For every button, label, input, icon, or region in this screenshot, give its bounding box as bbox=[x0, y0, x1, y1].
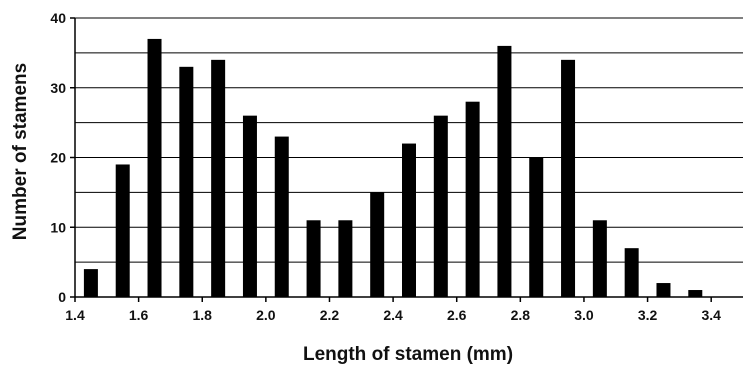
x-tick-label: 2.6 bbox=[447, 307, 467, 323]
bar bbox=[592, 220, 607, 297]
bar bbox=[83, 269, 98, 297]
bar bbox=[338, 220, 353, 297]
bar bbox=[211, 59, 226, 297]
y-tick-label: 10 bbox=[50, 219, 66, 235]
bar bbox=[147, 38, 162, 298]
x-tick-label: 1.6 bbox=[129, 307, 149, 323]
bar bbox=[370, 192, 385, 297]
bar bbox=[274, 136, 289, 297]
bar bbox=[497, 45, 512, 298]
bar bbox=[115, 164, 130, 297]
bar bbox=[306, 220, 321, 297]
bar bbox=[242, 115, 257, 298]
bars bbox=[83, 38, 703, 298]
y-tick-label: 30 bbox=[50, 80, 66, 96]
x-tick-label: 3.4 bbox=[701, 307, 721, 323]
bar bbox=[402, 143, 416, 297]
x-tick-label: 3.2 bbox=[638, 307, 658, 323]
bar bbox=[179, 66, 194, 297]
y-tick-label: 40 bbox=[50, 10, 66, 26]
bar bbox=[529, 157, 544, 297]
bar bbox=[656, 283, 671, 297]
x-tick-label: 2.4 bbox=[383, 307, 403, 323]
x-tick-label: 1.4 bbox=[65, 307, 85, 323]
y-axis-title: Number of stamens bbox=[10, 63, 31, 240]
bar bbox=[433, 115, 448, 298]
x-tick-label: 2.8 bbox=[511, 307, 531, 323]
bar bbox=[465, 101, 480, 297]
bar bbox=[624, 248, 639, 297]
bar bbox=[561, 59, 576, 297]
x-tick-label: 1.8 bbox=[193, 307, 213, 323]
x-tick-label: 2.0 bbox=[256, 307, 276, 323]
bar bbox=[688, 290, 703, 297]
x-tick-label: 2.2 bbox=[320, 307, 340, 323]
x-tick-label: 3.0 bbox=[574, 307, 594, 323]
x-axis-title: Length of stamen (mm) bbox=[303, 344, 513, 365]
y-tick-label: 20 bbox=[50, 150, 66, 166]
y-tick-labels: 0 10 20 30 40 bbox=[50, 10, 75, 305]
x-tick-labels: 1.4 1.6 1.8 2.0 2.2 2.4 2.6 2.8 3.0 3.2 3.4 bbox=[65, 297, 721, 323]
y-tick-label: 0 bbox=[58, 289, 66, 305]
